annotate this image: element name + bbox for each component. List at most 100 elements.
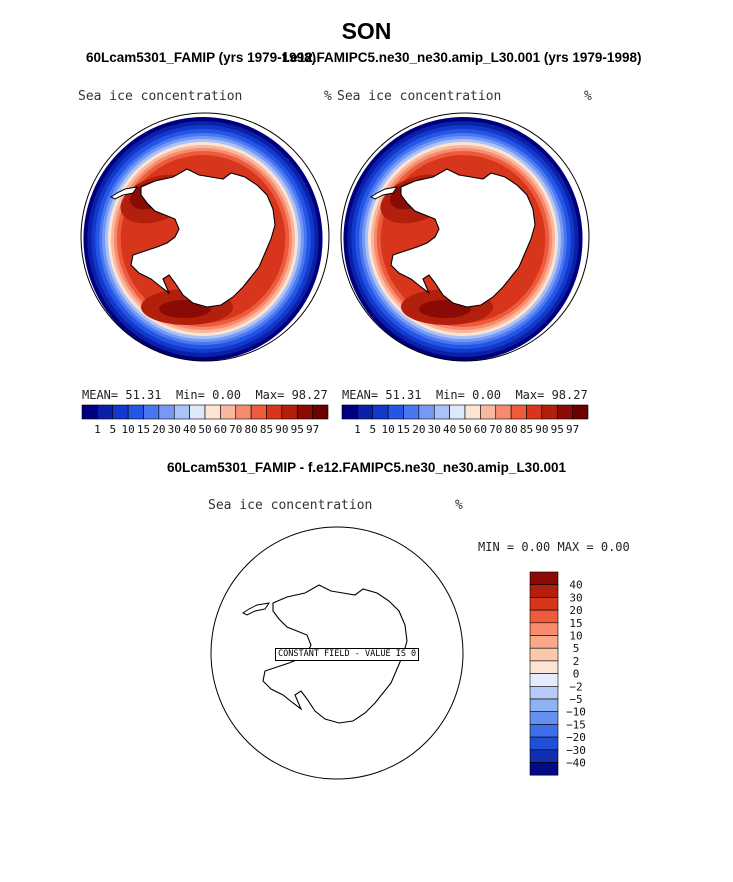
right-max-value: 98.27 [551, 388, 588, 402]
colorbar-box-14 [529, 749, 559, 763]
colorbar-box-4 [529, 622, 559, 636]
colorbar-tick-90: 90 [275, 423, 288, 436]
right-units-label: % [584, 89, 592, 104]
colorbar-box-0 [81, 404, 98, 420]
colorbar-tick-7: 0 [573, 668, 580, 681]
antarctica-outline [390, 168, 536, 308]
colorbar-tick-40: 40 [443, 423, 456, 436]
left-mean-value: 51.31 [125, 388, 162, 402]
colorbar-tick-60: 60 [214, 423, 227, 436]
colorbar-box-5 [418, 404, 435, 420]
map-boundary [340, 112, 590, 362]
colorbar-box-2 [529, 597, 559, 611]
diff-stats: MIN = 0.00 MAX = 0.00 [478, 540, 630, 554]
right-colorbar: 1 5 10 15 20 30 40 50 60 70 80 85 90 95 97 [341, 404, 589, 436]
antarctica-outline [130, 168, 276, 308]
diff-units-label: % [455, 498, 463, 513]
diff-max-value: 0.00 [600, 540, 630, 554]
colorbar-box-12 [266, 404, 283, 420]
colorbar-box-8 [464, 404, 481, 420]
left-units-label: % [324, 89, 332, 104]
colorbar-box-6 [433, 404, 450, 420]
colorbar-box-7 [449, 404, 466, 420]
colorbar-tick-50: 50 [198, 423, 211, 436]
diff-max-label: MAX = [557, 540, 594, 554]
colorbar-box-0 [341, 404, 358, 420]
colorbar-tick-5: 5 [573, 642, 580, 655]
colorbar-box-4 [403, 404, 420, 420]
left-map [80, 112, 330, 362]
colorbar-tick-1: 1 [94, 423, 101, 436]
colorbar-tick-80: 80 [505, 423, 518, 436]
antarctic-peninsula [242, 602, 271, 616]
left-min-value: 0.00 [212, 388, 241, 402]
colorbar-tick-2: 20 [569, 604, 582, 617]
colorbar-tick-8: −2 [569, 680, 582, 693]
colorbar-box-7 [189, 404, 206, 420]
colorbar-box-12 [526, 404, 543, 420]
colorbar-box-2 [372, 404, 389, 420]
left-variable-label: Sea ice concentration [78, 89, 243, 104]
colorbar-box-3 [127, 404, 144, 420]
colorbar-tick-9: −5 [569, 693, 582, 706]
colorbar-tick-20: 20 [152, 423, 165, 436]
colorbar-box-9 [220, 404, 237, 420]
right-case-title: f.e12.FAMIPC5.ne30_ne30.amip_L30.001 (yr… [282, 50, 642, 65]
colorbar-box-11 [510, 404, 527, 420]
colorbar-tick-85: 85 [260, 423, 273, 436]
colorbar-box-1 [357, 404, 374, 420]
colorbar-tick-97: 97 [566, 423, 579, 436]
right-min-value: 0.00 [472, 388, 501, 402]
colorbar-tick-70: 70 [229, 423, 242, 436]
colorbar-tick-70: 70 [489, 423, 502, 436]
colorbar-box-2 [112, 404, 129, 420]
colorbar-box-8 [529, 673, 559, 687]
colorbar-box-15 [312, 404, 329, 420]
right-mean-value: 51.31 [385, 388, 422, 402]
colorbar-tick-10: −10 [566, 706, 586, 719]
colorbar-box-3 [529, 609, 559, 624]
left-colorbar: 1 5 10 15 20 30 40 50 60 70 80 85 90 95 97 [81, 404, 329, 436]
left-min-label: Min= [175, 388, 205, 402]
colorbar-tick-30: 30 [428, 423, 441, 436]
colorbar-tick-40: 40 [183, 423, 196, 436]
colorbar-tick-10: 10 [382, 423, 395, 436]
right-variable-label: Sea ice concentration [337, 89, 502, 104]
colorbar-tick-5: 5 [109, 423, 116, 436]
diff-min-label: MIN = [478, 540, 515, 554]
colorbar-box-10 [529, 698, 559, 712]
colorbar-box-1 [529, 584, 559, 598]
colorbar-tick-15: 15 [397, 423, 410, 436]
diff-min-value: 0.00 [521, 540, 551, 554]
colorbar-box-10 [235, 404, 252, 420]
left-stats: MEAN= 51.31 Min= 0.00 Max= 98.27 [82, 388, 328, 402]
colorbar-tick-97: 97 [306, 423, 319, 436]
antarctic-peninsula [370, 186, 399, 200]
colorbar-box-15 [529, 762, 559, 776]
colorbar-tick-60: 60 [474, 423, 487, 436]
colorbar-tick-0: 40 [569, 579, 582, 592]
left-case-title: 60Lcam5301_FAMIP (yrs 1979-1998) [86, 50, 317, 65]
constant-field-label: CONSTANT FIELD - VALUE IS 0 [275, 648, 420, 661]
right-min-label: Min= [435, 388, 465, 402]
colorbar-box-3 [387, 404, 404, 420]
colorbar-box-1 [97, 404, 114, 420]
colorbar-tick-13: −30 [566, 744, 586, 757]
colorbar-tick-80: 80 [245, 423, 258, 436]
colorbar-tick-95: 95 [291, 423, 304, 436]
map-boundary [80, 112, 330, 362]
difference-title: 60Lcam5301_FAMIP - f.e12.FAMIPC5.ne30_ne… [167, 460, 566, 475]
colorbar-tick-6: 2 [573, 655, 580, 668]
page-title: SON [341, 18, 392, 44]
colorbar-box-9 [480, 404, 497, 420]
colorbar-tick-14: −40 [566, 757, 586, 770]
colorbar-box-13 [529, 736, 559, 751]
colorbar-box-5 [158, 404, 175, 420]
colorbar-box-4 [143, 404, 160, 420]
right-map [340, 112, 590, 362]
diff-variable-label: Sea ice concentration [208, 498, 373, 513]
antarctic-peninsula [110, 186, 139, 200]
colorbar-box-13 [281, 404, 298, 420]
colorbar-box-14 [556, 404, 573, 420]
